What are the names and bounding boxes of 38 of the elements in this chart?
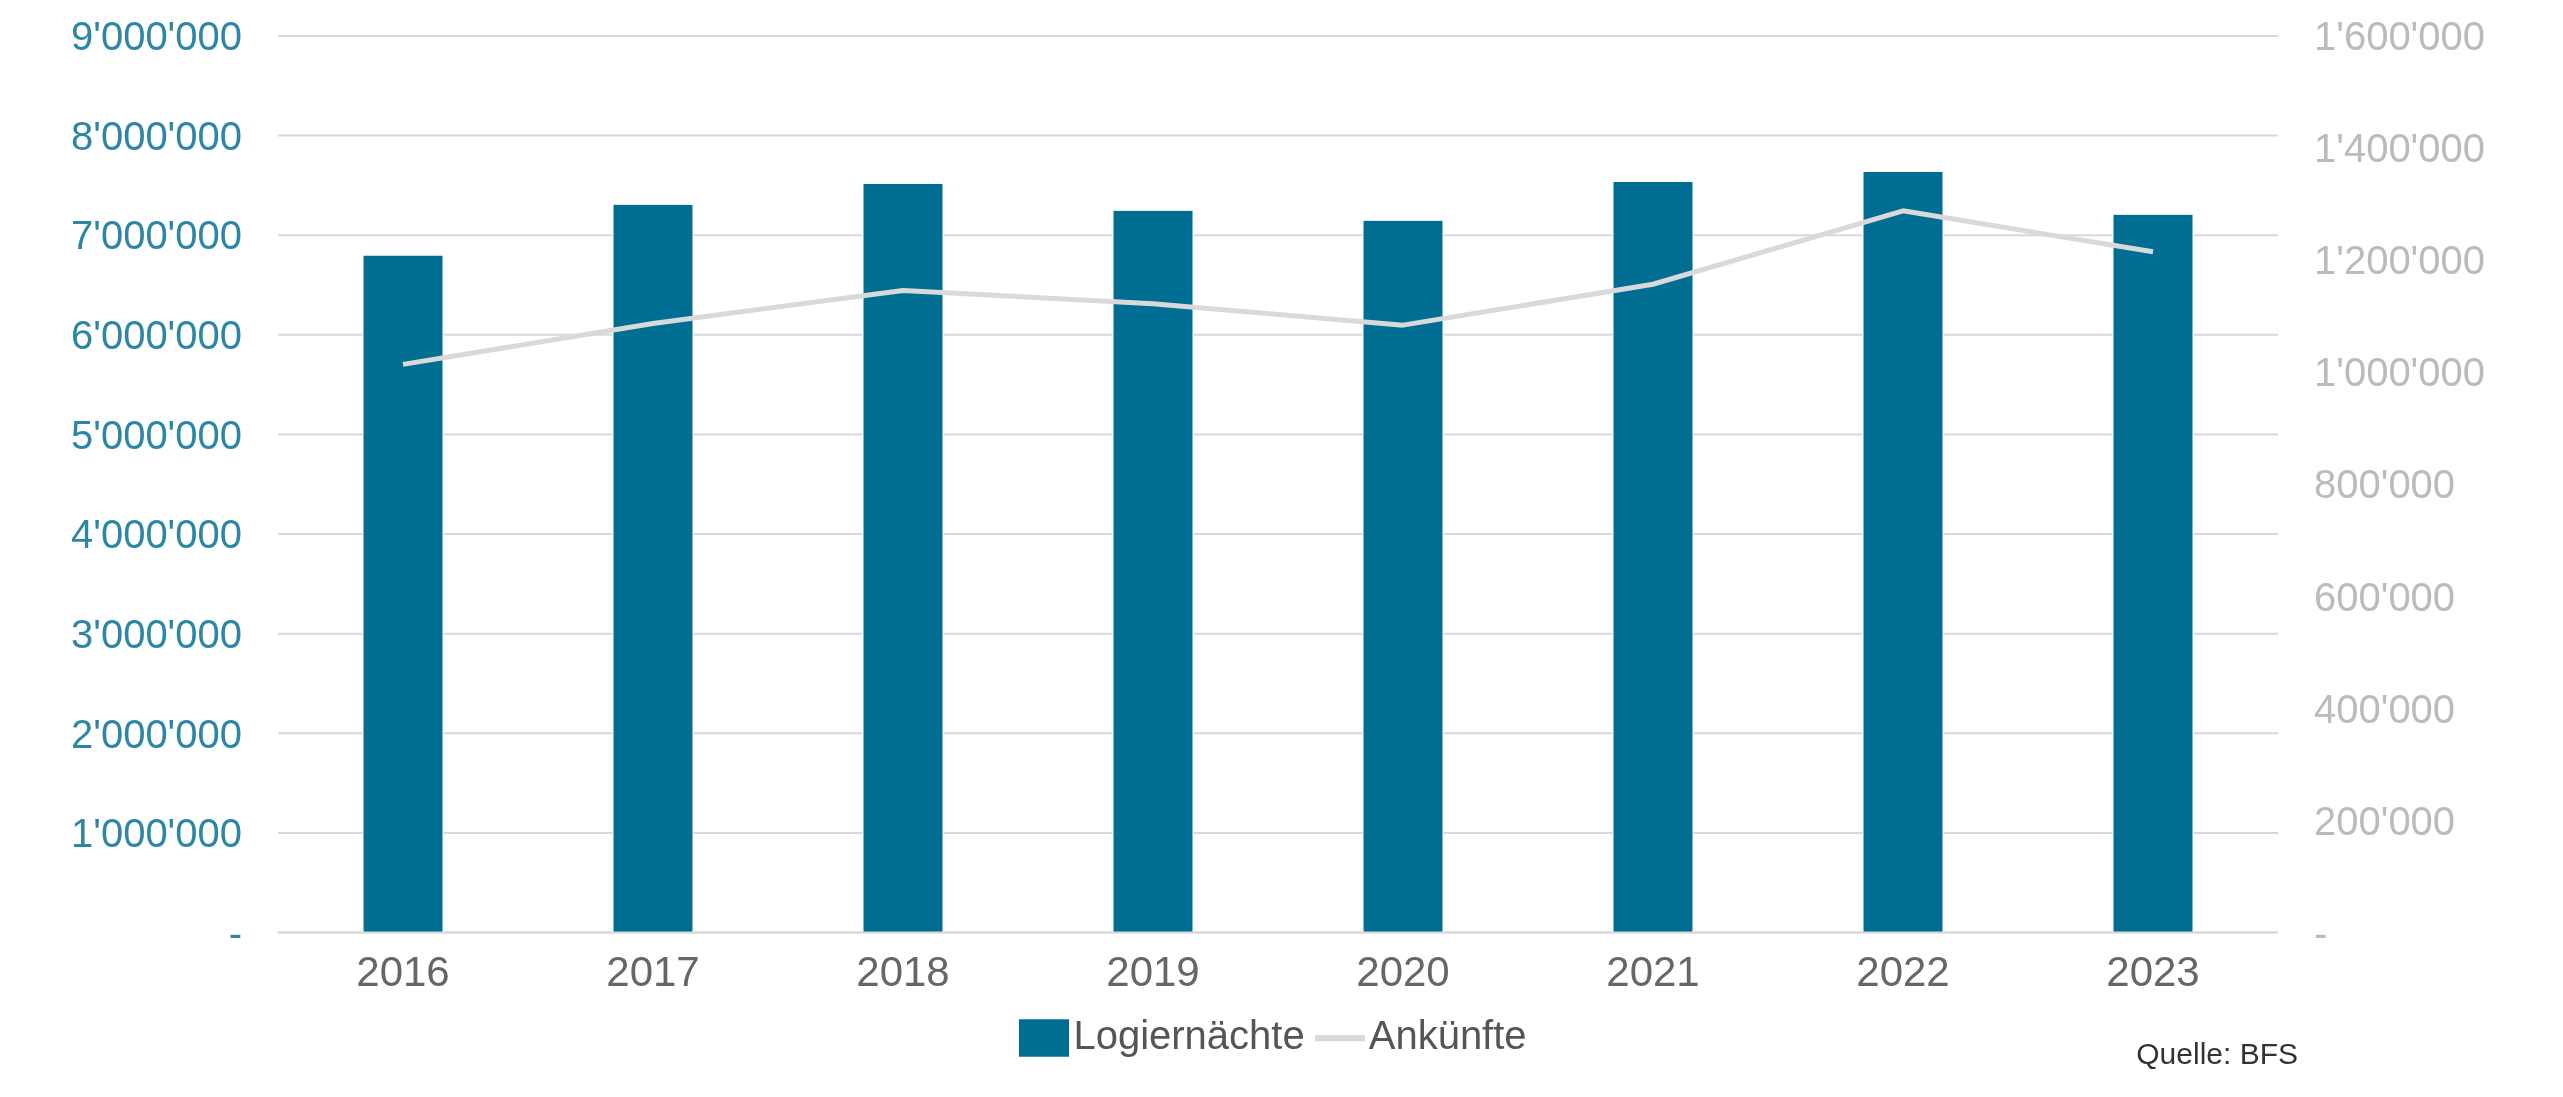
bar (2112, 213, 2194, 933)
y2-tick-label: 200'000 (2314, 798, 2456, 843)
bar (362, 254, 444, 933)
x-tick-label: 2019 (1106, 948, 1200, 996)
x-tick-label: 2022 (1856, 948, 1950, 996)
bar (1362, 219, 1444, 933)
y-tick-label: 5'000'000 (71, 412, 242, 457)
y2-tick-label: 1'600'000 (2314, 14, 2485, 59)
y2-tick-label: 800'000 (2314, 462, 2456, 507)
x-tick-label: 2020 (1356, 948, 1450, 996)
legend-label: Logiernächte (1073, 1012, 1305, 1057)
y2-tick-label: 1'200'000 (2314, 238, 2485, 283)
source-note: Quelle: BFS (2136, 1037, 2298, 1071)
bar (862, 182, 944, 933)
y-tick-label: 8'000'000 (71, 113, 242, 158)
x-tick-label: 2023 (2106, 948, 2200, 996)
y2-tick-label: 1'400'000 (2314, 126, 2485, 171)
bar (612, 203, 694, 933)
x-tick-label: 2016 (356, 948, 450, 996)
bar (1112, 209, 1194, 933)
y-tick-label: 9'000'000 (71, 14, 242, 59)
y-tick-label: 4'000'000 (71, 512, 242, 557)
y-tick-label: 1'000'000 (71, 811, 242, 856)
legend-label: Ankünfte (1368, 1012, 1527, 1057)
y2-tick-label: 600'000 (2314, 574, 2456, 619)
x-tick-label: 2021 (1606, 948, 1700, 996)
x-tick-label: 2018 (856, 948, 950, 996)
x-tick-label: 2017 (606, 948, 700, 996)
bar (1862, 170, 1944, 933)
y-tick-label: 3'000'000 (71, 611, 242, 656)
y-tick-label: 6'000'000 (71, 313, 242, 358)
y-tick-label: 2'000'000 (71, 711, 242, 756)
y2-tick-label: 1'000'000 (2314, 350, 2485, 395)
y-tick-label: 7'000'000 (71, 213, 242, 258)
y2-tick-label: 400'000 (2314, 686, 2456, 731)
bar (1612, 180, 1694, 933)
y-tick-label: - (228, 910, 242, 955)
y2-tick-label: - (2314, 910, 2328, 955)
